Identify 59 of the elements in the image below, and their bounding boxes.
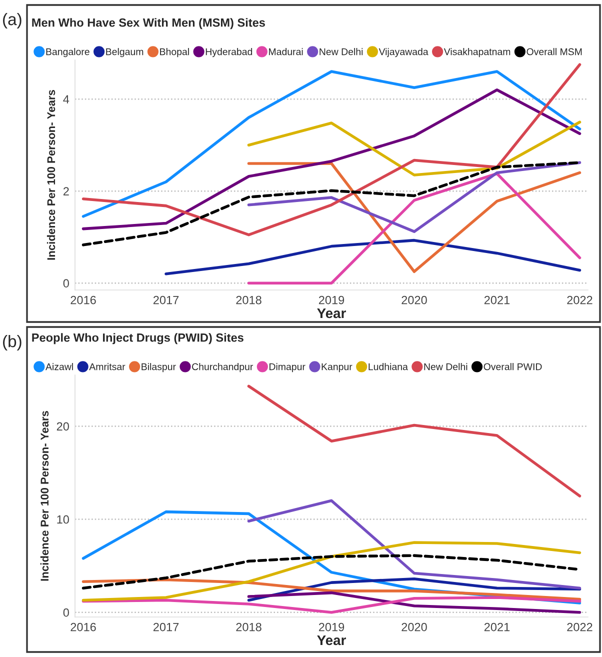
x-tick-label: 2021 bbox=[484, 622, 510, 632]
x-tick-label: 2021 bbox=[484, 296, 510, 304]
x-tick-label: 2018 bbox=[236, 622, 262, 632]
x-tick-label: 2018 bbox=[236, 296, 262, 304]
legend-label: Ludhiana bbox=[368, 363, 408, 370]
x-tick-label: 2017 bbox=[153, 296, 179, 304]
chart-title: People Who Inject Drugs (PWID) Sites bbox=[32, 333, 244, 344]
legend-label: Amritsar bbox=[89, 363, 126, 370]
y-tick-label: 10 bbox=[57, 515, 69, 524]
line-series bbox=[82, 541, 582, 602]
x-tick-label: 2016 bbox=[70, 296, 96, 304]
x-tick-label: 2020 bbox=[402, 622, 427, 632]
legend-label: Vijayawada bbox=[378, 48, 428, 58]
line-series bbox=[247, 384, 582, 498]
line-series bbox=[247, 162, 582, 273]
x-tick-label: 2019 bbox=[318, 296, 344, 304]
y-axis-title: Incidence Per 100 Person- Years bbox=[46, 90, 56, 260]
text: (b) bbox=[3, 335, 22, 351]
y-tick-label: 2 bbox=[63, 187, 69, 196]
text: (a) bbox=[3, 13, 22, 29]
legend-label: Bangalore bbox=[46, 48, 90, 58]
x-tick-label: 2019 bbox=[318, 622, 344, 632]
line-series bbox=[247, 577, 582, 602]
y-tick-label: 0 bbox=[63, 608, 69, 617]
legend-label: Hyderabad bbox=[206, 48, 252, 58]
line-series bbox=[247, 172, 582, 284]
legend-label: New Delhi bbox=[320, 48, 363, 56]
x-axis-title: Year bbox=[317, 635, 346, 646]
legend-label: New Delhi bbox=[424, 363, 468, 370]
chart-title: Men Who Have Sex With Men (MSM) Sites bbox=[32, 18, 265, 30]
y-tick-label: 20 bbox=[56, 422, 69, 431]
legend-label: Kanpur bbox=[322, 363, 352, 372]
x-tick-label: 2022 bbox=[567, 622, 592, 632]
y-axis-title: Incidence Per 100 Person- Years bbox=[40, 411, 49, 581]
x-tick-label: 2020 bbox=[402, 296, 427, 304]
legend-label: Madurai bbox=[269, 48, 303, 56]
line-series bbox=[247, 591, 582, 614]
legend-label: Dimapur bbox=[270, 363, 306, 372]
x-tick-label: 2016 bbox=[70, 622, 96, 632]
x-axis-title: Year bbox=[317, 308, 346, 318]
line-series bbox=[247, 161, 582, 233]
line-series bbox=[82, 578, 582, 601]
line-series bbox=[247, 120, 582, 176]
legend-label: Overall MSM bbox=[526, 48, 582, 56]
legend-label: Bilaspur bbox=[142, 363, 176, 372]
legend-label: Churchandpur bbox=[192, 363, 254, 372]
legend-label: Bhopal bbox=[160, 48, 189, 58]
line-series bbox=[82, 596, 582, 614]
line-series bbox=[164, 238, 582, 276]
line-series bbox=[82, 88, 582, 230]
y-tick-label: 4 bbox=[63, 95, 70, 104]
legend-label: Belgaum bbox=[106, 48, 144, 58]
x-tick-label: 2017 bbox=[153, 622, 179, 632]
line-series bbox=[247, 499, 582, 590]
legend-label: Visakhapatnam bbox=[444, 48, 510, 58]
legend-label: Aizawl bbox=[46, 363, 73, 370]
y-tick-label: 0 bbox=[63, 279, 69, 288]
x-tick-label: 2022 bbox=[567, 296, 592, 304]
legend-label: Overall PWID bbox=[484, 363, 542, 370]
